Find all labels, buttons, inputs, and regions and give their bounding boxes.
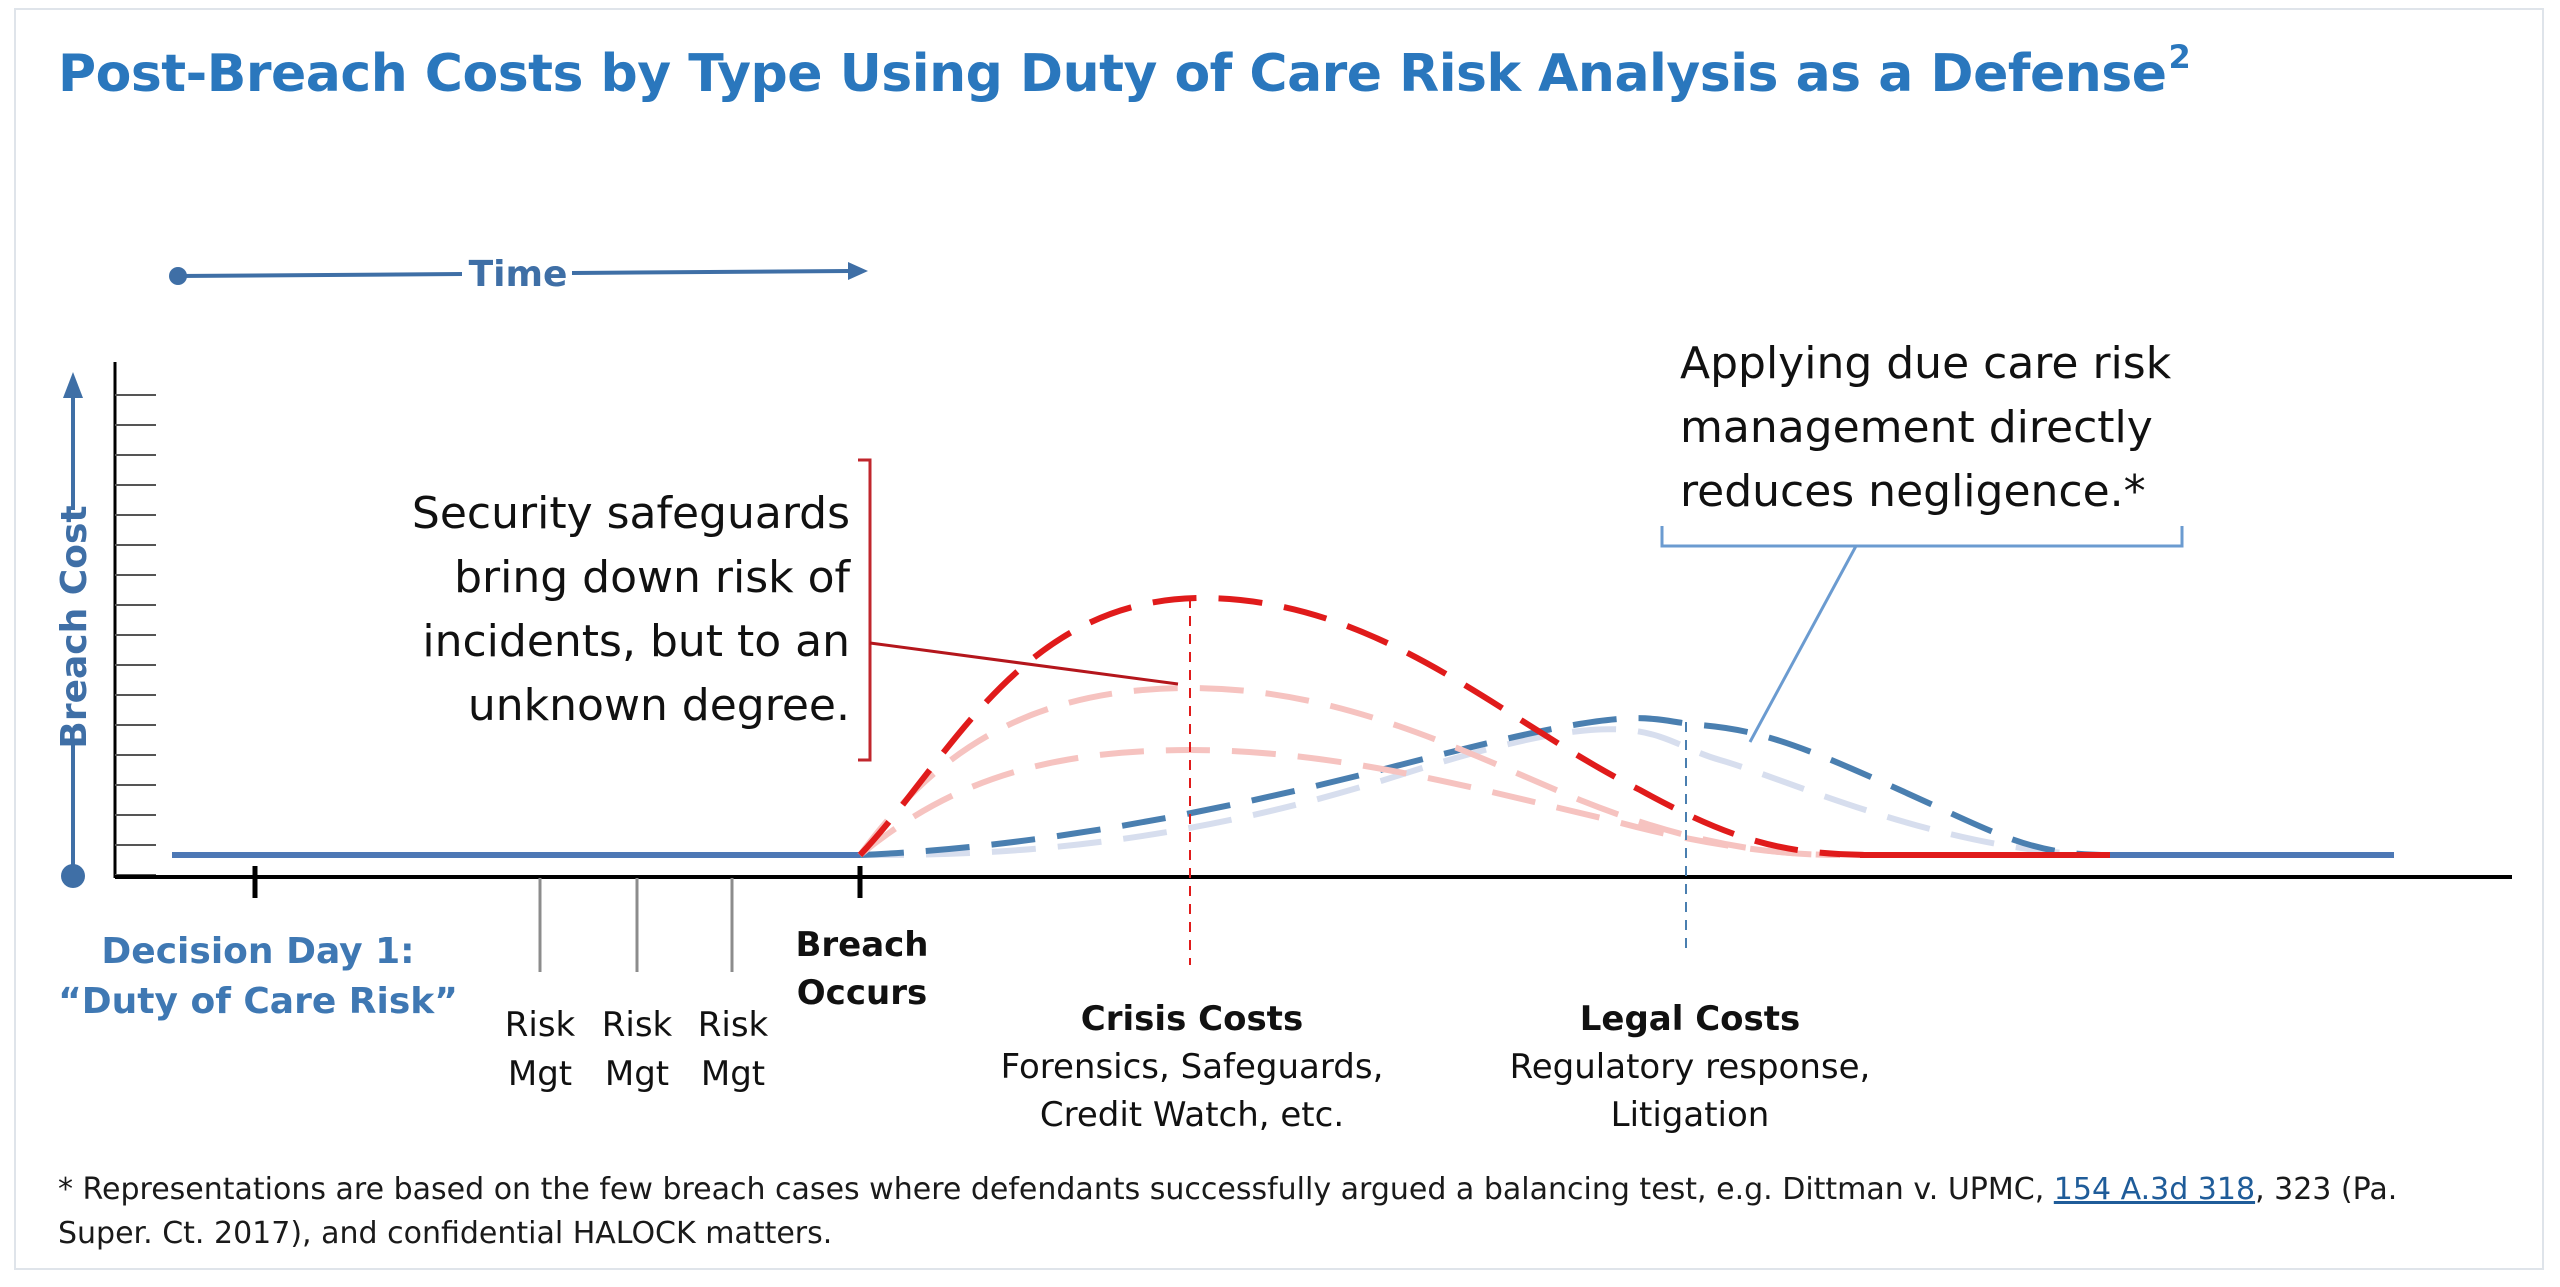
breach-line-2: Occurs xyxy=(797,973,927,1013)
safeguards-pointer xyxy=(869,641,1179,686)
risk-mgt-3-line-2: Mgt xyxy=(701,1054,765,1094)
crisis-cost-curve-mid xyxy=(857,684,1841,858)
legal-costs-line-2: Litigation xyxy=(1611,1095,1770,1135)
due-care-pointer xyxy=(1748,545,1858,743)
page-title: Post-Breach Costs by Type Using Duty of … xyxy=(58,38,2191,104)
risk-mgt-1-line-1: Risk xyxy=(505,1005,576,1045)
breach-occurs-label: Breach Occurs xyxy=(795,925,928,1013)
breach-cost-arrowhead xyxy=(63,372,83,398)
breach-line-1: Breach xyxy=(795,925,928,965)
crisis-cost-curve xyxy=(857,594,1881,858)
due-care-line-2: management directly xyxy=(1680,402,2153,453)
due-care-bracket xyxy=(1660,526,2184,743)
breach-cost-arrow: Breach Cost xyxy=(54,372,95,888)
due-care-line-1: Applying due care risk xyxy=(1680,338,2172,389)
time-arrow-start-dot xyxy=(169,267,187,285)
due-care-line-3: reduces negligence.* xyxy=(1680,466,2146,517)
time-arrow: Time xyxy=(169,254,868,295)
y-axis xyxy=(113,362,156,878)
risk-mgt-2-line-2: Mgt xyxy=(605,1054,669,1094)
safeguards-line-1: Security safeguards xyxy=(412,488,850,539)
legal-costs-label: Legal Costs Regulatory response, Litigat… xyxy=(1510,999,1871,1135)
risk-mgt-3-line-1: Risk xyxy=(698,1005,769,1045)
x-axis xyxy=(115,866,2512,972)
crisis-costs-line-2: Credit Watch, etc. xyxy=(1040,1095,1344,1135)
decision-day-line-2: “Duty of Care Risk” xyxy=(58,981,458,1022)
crisis-costs-label: Crisis Costs Forensics, Safeguards, Cred… xyxy=(1001,999,1384,1135)
citation-link[interactable]: 154 A.3d 318 xyxy=(2053,1172,2256,1207)
crisis-costs-line-1: Forensics, Safeguards, xyxy=(1001,1047,1384,1087)
legal-cost-curve xyxy=(859,715,2111,858)
safeguards-line-2: bring down risk of xyxy=(454,552,851,603)
crisis-costs-heading: Crisis Costs xyxy=(1081,999,1303,1039)
safeguards-callout: Security safeguards bring down risk of i… xyxy=(412,488,852,731)
legal-costs-line-1: Regulatory response, xyxy=(1510,1047,1871,1087)
legal-costs-heading: Legal Costs xyxy=(1580,999,1801,1039)
footnote: * Representations are based on the few b… xyxy=(58,1168,2478,1256)
breach-cost-label: Breach Cost xyxy=(54,505,95,748)
legal-cost-curve-reduced xyxy=(859,726,2111,858)
risk-mgt-2-line-1: Risk xyxy=(602,1005,673,1045)
title-superscript: 2 xyxy=(2168,38,2191,76)
breach-cost-start-dot xyxy=(61,864,85,888)
time-label: Time xyxy=(469,254,568,295)
time-arrowhead xyxy=(848,262,868,280)
footnote-text-after: , 323 (Pa. Super. Ct. 2017), and confide… xyxy=(58,1172,2398,1251)
crisis-cost-curve-low xyxy=(858,746,1841,858)
title-text: Post-Breach Costs by Type Using Duty of … xyxy=(58,44,2167,104)
safeguards-line-4: unknown degree. xyxy=(468,680,850,731)
diagram-frame xyxy=(14,8,2544,1270)
safeguards-bracket xyxy=(858,458,1179,762)
due-care-callout: Applying due care risk management direct… xyxy=(1680,338,2172,517)
footnote-text-before: * Representations are based on the few b… xyxy=(58,1172,2054,1207)
risk-mgt-labels: Risk Mgt Risk Mgt Risk Mgt xyxy=(505,1005,769,1094)
decision-day-line-1: Decision Day 1: xyxy=(101,931,414,972)
risk-mgt-1-line-2: Mgt xyxy=(508,1054,572,1094)
decision-day-label: Decision Day 1: “Duty of Care Risk” xyxy=(58,931,458,1022)
safeguards-line-3: incidents, but to an xyxy=(422,616,850,667)
